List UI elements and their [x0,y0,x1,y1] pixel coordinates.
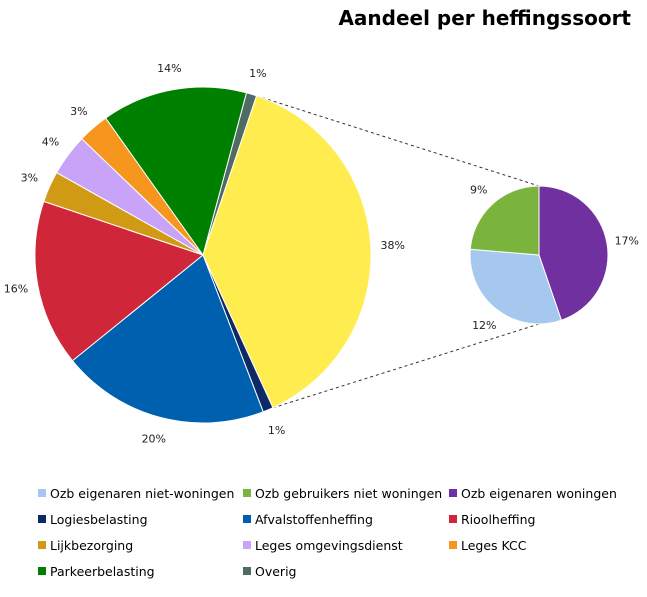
legend-label: Lijkbezorging [50,537,134,553]
legend-label: Ozb eigenaren woningen [461,485,617,501]
legend-swatch [243,515,251,523]
legend-item-lijkbezorging: Lijkbezorging [38,537,133,553]
sub-slice-ozb-eigenaren-niet-woningen [469,248,563,325]
legend-swatch [38,567,46,575]
connector-line-top [256,95,540,187]
label-logiesbelasting: 1% [268,424,285,437]
legend-label: Logiesbelasting [50,511,148,527]
connector-line-bottom [272,323,540,409]
legend-item-ozb-eigenaren-niet-woningen: Ozb eigenaren niet-woningen [38,485,234,501]
legend-item-leges-omgevingsdienst: Leges omgevingsdienst [243,537,403,553]
legend-swatch [243,489,251,497]
label-ozb-eigenaren-niet-woningen: 12% [472,319,496,332]
legend-item-ozb-eigenaren-woningen: Ozb eigenaren woningen [449,485,617,501]
legend-label: Parkeerbelasting [50,563,155,579]
legend-swatch [38,541,46,549]
label-leges-omgevingsdienst: 4% [42,136,59,149]
sub-pie [469,185,609,325]
legend-label: Leges omgevingsdienst [255,537,403,553]
legend-swatch [38,489,46,497]
legend-label: Leges KCC [461,537,527,553]
main-slice-parkeerbelasting [104,86,248,257]
legend-swatch [449,541,457,549]
connector-lines [256,95,540,409]
legend-swatch [449,489,457,497]
main-slice-afvalstoffenheffing [71,254,264,424]
sub-slice-ozb-gebruikers-niet-woningen [469,185,540,256]
legend-swatch [449,515,457,523]
pie-chart: 1% 38% 1% 20% 16% 3% 4% 3% 14% 17% 12% 9% [4,62,639,446]
label-ozb-gebruikers-niet-woningen: 9% [470,184,487,197]
label-ozb-eigenaren-woningen: 17% [615,234,639,247]
legend-label: Rioolheffing [461,511,536,527]
label-parkeerbelasting: 14% [157,62,181,75]
sub-slice-ozb-eigenaren-woningen [538,185,609,321]
legend-label: Overig [255,563,297,579]
legend-item-rioolheffing: Rioolheffing [449,511,535,527]
label-combinatie: 38% [380,239,404,252]
main-slice-combinatie [202,95,372,409]
legend-label: Ozb eigenaren niet-woningen [50,485,235,501]
label-lijkbezorging: 3% [21,172,38,185]
legend-swatch [243,567,251,575]
legend-item-afvalstoffenheffing: Afvalstoffenheffing [243,511,373,527]
legend-label: Afvalstoffenheffing [255,511,373,527]
legend-item-ozb-gebruikers-niet-woningen: Ozb gebruikers niet woningen [243,485,442,501]
label-overig: 1% [249,67,266,80]
legend-swatch [243,541,251,549]
legend-item-overig: Overig [243,563,296,579]
label-leges-kcc: 3% [70,105,87,118]
legend-item-parkeerbelasting: Parkeerbelasting [38,563,155,579]
label-afvalstoffenheffing: 20% [142,433,166,446]
legend-label: Ozb gebruikers niet woningen [255,485,443,501]
label-rioolheffing: 16% [4,283,28,296]
slice-labels: 1% 38% 1% 20% 16% 3% 4% 3% 14% 17% 12% 9% [4,62,639,446]
legend-item-leges-kcc: Leges KCC [449,537,527,553]
chart-title: Aandeel per heffingssoort [338,6,631,30]
main-pie [34,86,372,424]
legend-item-logiesbelasting: Logiesbelasting [38,511,148,527]
legend-swatch [38,515,46,523]
